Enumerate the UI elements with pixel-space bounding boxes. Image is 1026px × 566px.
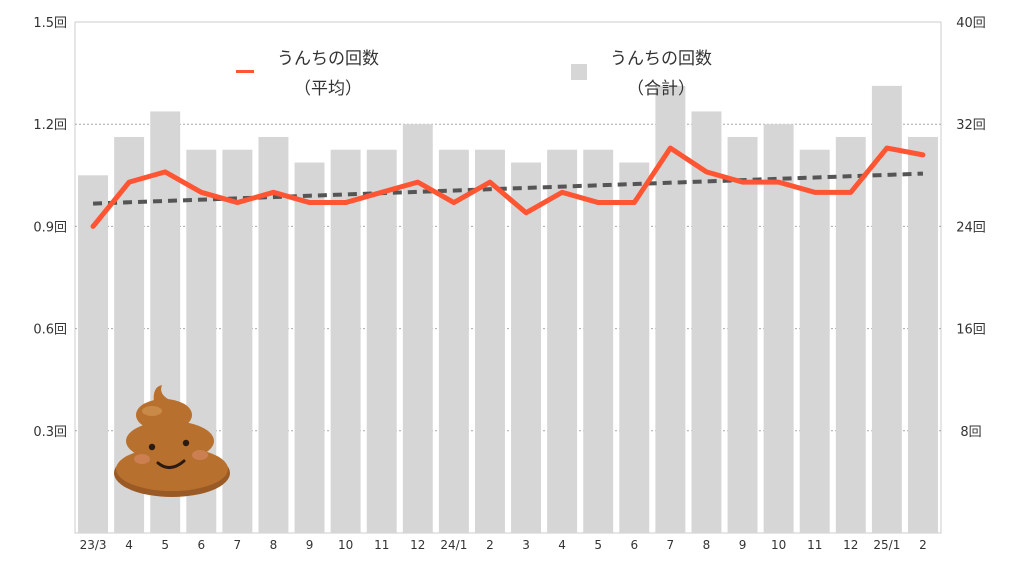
x-tick-label: 2 <box>919 538 927 552</box>
x-tick-label: 23/3 <box>80 538 107 552</box>
average-point <box>199 190 203 194</box>
x-tick-label: 8 <box>703 538 711 552</box>
bar <box>511 162 542 533</box>
average-point <box>91 224 95 228</box>
average-point <box>885 146 889 150</box>
average-point <box>235 201 239 205</box>
average-point <box>777 180 781 184</box>
bar <box>474 149 505 533</box>
x-tick-label: 25/1 <box>873 538 900 552</box>
average-point <box>271 190 275 194</box>
legend-label-average-line2: （平均） <box>294 79 362 99</box>
x-tick-label: 9 <box>306 538 314 552</box>
left-tick-label: 0.3回 <box>33 425 67 440</box>
bar <box>835 136 866 533</box>
right-tick-label: 8回 <box>960 425 981 440</box>
average-point <box>632 201 636 205</box>
legend-swatch-average <box>236 70 254 73</box>
average-point <box>813 190 817 194</box>
average-point <box>163 170 167 174</box>
x-tick-label: 11 <box>374 538 389 552</box>
x-tick-label: 7 <box>234 538 242 552</box>
bar <box>763 124 794 533</box>
x-tick-label: 11 <box>807 538 822 552</box>
x-tick-label: 4 <box>125 538 133 552</box>
x-tick-label: 12 <box>410 538 425 552</box>
average-point <box>741 180 745 184</box>
bar <box>258 136 289 533</box>
x-tick-label: 9 <box>739 538 747 552</box>
axis-layer: 0.3回 0.6回 0.9回 1.2回 1.5回 8回 16回 24回 32回 40回 23/3 4 5… <box>33 16 985 552</box>
average-point <box>704 170 708 174</box>
bar <box>330 149 361 533</box>
legend-label-average-line1: うんちの回数 <box>277 49 379 69</box>
average-point <box>560 190 564 194</box>
right-tick-label: 16回 <box>956 323 986 338</box>
average-point <box>308 201 312 205</box>
legend-label-total-line2: （合計） <box>627 79 695 99</box>
legend-item-total: うんちの回数 （合計） <box>571 49 712 99</box>
x-tick-label: 4 <box>558 538 566 552</box>
bar <box>366 149 397 533</box>
right-tick-label: 40回 <box>956 16 986 31</box>
average-point <box>452 201 456 205</box>
legend-item-average: うんちの回数 （平均） <box>236 49 379 99</box>
average-point <box>344 201 348 205</box>
plot-frame <box>74 21 942 534</box>
x-tick-label: 12 <box>843 538 858 552</box>
legend-label-total-line1: うんちの回数 <box>610 49 712 69</box>
average-point <box>488 180 492 184</box>
line-layer <box>90 145 926 229</box>
bar <box>438 149 469 533</box>
bar <box>907 136 938 533</box>
x-tick-label: 6 <box>197 538 205 552</box>
x-tick-label: 5 <box>161 538 169 552</box>
average-line <box>90 145 926 229</box>
x-tick-label: 24/1 <box>440 538 467 552</box>
left-tick-label: 1.2回 <box>33 118 67 133</box>
average-point <box>127 180 131 184</box>
x-tick-label: 10 <box>771 538 786 552</box>
x-tick-label: 8 <box>270 538 278 552</box>
legend-swatch-total <box>571 64 587 80</box>
bar <box>619 162 650 533</box>
average-point <box>849 190 853 194</box>
x-tick-label: 7 <box>667 538 675 552</box>
x-tick-label: 6 <box>630 538 638 552</box>
bar <box>727 136 758 533</box>
average-point <box>416 180 420 184</box>
bar <box>871 85 902 533</box>
average-point <box>596 201 600 205</box>
average-point <box>524 211 528 215</box>
left-tick-label: 1.5回 <box>33 16 67 31</box>
bar <box>799 149 830 533</box>
average-point <box>921 153 925 157</box>
bar <box>294 162 325 533</box>
left-tick-label: 0.6回 <box>33 323 67 338</box>
average-point <box>668 146 672 150</box>
x-tick-label: 2 <box>486 538 494 552</box>
average-point <box>380 190 384 194</box>
grid-layer <box>74 21 942 534</box>
bar <box>583 149 614 533</box>
right-tick-label: 24回 <box>956 220 986 235</box>
x-tick-label: 5 <box>594 538 602 552</box>
x-tick-label: 3 <box>522 538 530 552</box>
left-tick-label: 0.9回 <box>33 220 67 235</box>
bar <box>547 149 578 533</box>
poop-icon <box>114 385 230 497</box>
bar <box>78 175 109 534</box>
right-tick-label: 32回 <box>956 118 986 133</box>
x-tick-label: 10 <box>338 538 353 552</box>
